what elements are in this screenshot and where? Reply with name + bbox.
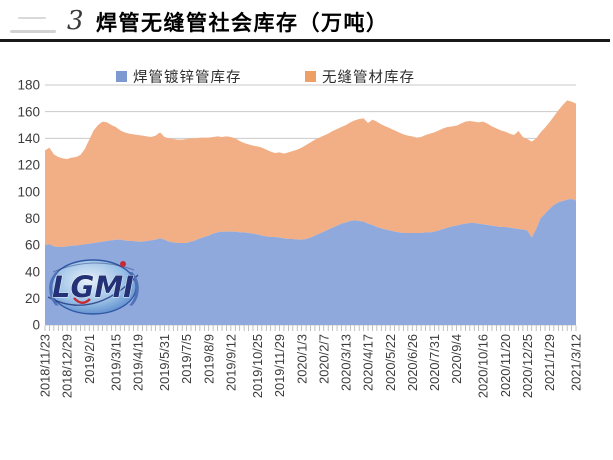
watermark-ellipse	[49, 259, 137, 315]
x-axis-tick-label: 2020/12/25	[520, 334, 535, 398]
watermark-paren-left: (	[47, 265, 59, 306]
y-axis-tick-label: 20	[25, 291, 40, 306]
x-axis-tick-label: 2018/12/29	[60, 334, 75, 398]
x-axis-tick-label: 2019/4/19	[131, 334, 146, 391]
legend-label-welded: 焊管镀锌管库存	[133, 70, 242, 86]
x-axis-tick-label: 2020/11/20	[498, 334, 513, 397]
y-axis-tick-label: 160	[17, 104, 40, 119]
legend-swatch-seamless-icon	[305, 71, 316, 82]
legend-swatch-welded-icon	[116, 71, 127, 82]
page-title: 焊管无缝管社会库存（万吨）	[96, 12, 389, 35]
x-axis-tick-label: 2019/9/12	[223, 334, 238, 391]
area-welded	[45, 199, 576, 325]
y-axis-tick-label: 0	[32, 318, 40, 333]
area-seamless	[45, 100, 576, 247]
x-axis-tick-label: 2019/11/29	[272, 334, 287, 397]
title-underline	[0, 39, 610, 42]
watermark-red-accent	[73, 297, 91, 304]
y-axis-tick-label: 100	[17, 184, 40, 199]
watermark-swoosh-top	[52, 262, 135, 273]
x-axis-tick-label: 2020/6/26	[405, 334, 420, 391]
x-axis-tick-label: 2021/1/29	[542, 334, 557, 391]
erased-note-marks	[6, 12, 58, 38]
x-axis-tick-label: 2021/3/12	[569, 334, 584, 391]
x-axis-tick-label: 2020/7/31	[427, 334, 442, 391]
figure-note: 3	[67, 6, 84, 36]
y-axis-tick-label: 60	[25, 238, 40, 253]
legend-item-welded: 焊管镀锌管库存	[116, 66, 242, 87]
x-axis-tick-label: 2020/9/4	[449, 334, 464, 384]
x-axis-tick-label: 2020/1/3	[294, 334, 309, 384]
legend-item-seamless: 无缝管材库存	[305, 66, 415, 87]
x-axis-tick-label: 2018/11/23	[38, 334, 53, 397]
x-axis-tick-label: 2019/10/25	[250, 334, 265, 398]
x-axis-tick-label: 2019/5/31	[157, 334, 172, 391]
x-axis-tick-label: 2020/4/17	[361, 334, 376, 391]
x-axis-tick-label: 2020/3/13	[339, 334, 354, 391]
y-axis-tick-label: 140	[17, 131, 40, 146]
lgmi-watermark: ( ) LGMI	[47, 259, 141, 315]
x-axis-tick-label: 2019/8/9	[201, 334, 216, 384]
y-axis-tick-label: 180	[17, 78, 40, 93]
watermark-red-dot	[120, 261, 126, 267]
x-axis-tick-label: 2020/2/7	[316, 334, 331, 384]
watermark-text: LGMI	[52, 270, 134, 304]
x-axis-tick-label: 2020/5/22	[383, 334, 398, 391]
watermark-paren-right: )	[129, 265, 141, 306]
legend-label-seamless: 无缝管材库存	[322, 70, 415, 86]
y-axis-tick-label: 120	[17, 158, 40, 173]
x-axis-tick-label: 2019/2/1	[82, 334, 97, 384]
x-axis-tick-label: 2019/3/15	[108, 334, 123, 391]
y-axis-tick-label: 80	[25, 211, 40, 226]
watermark-swoosh-bottom	[47, 274, 139, 306]
y-axis-tick-label: 40	[25, 264, 40, 279]
x-axis-tick-label: 2019/7/5	[179, 334, 194, 384]
x-axis-tick-label: 2020/10/16	[476, 334, 491, 398]
